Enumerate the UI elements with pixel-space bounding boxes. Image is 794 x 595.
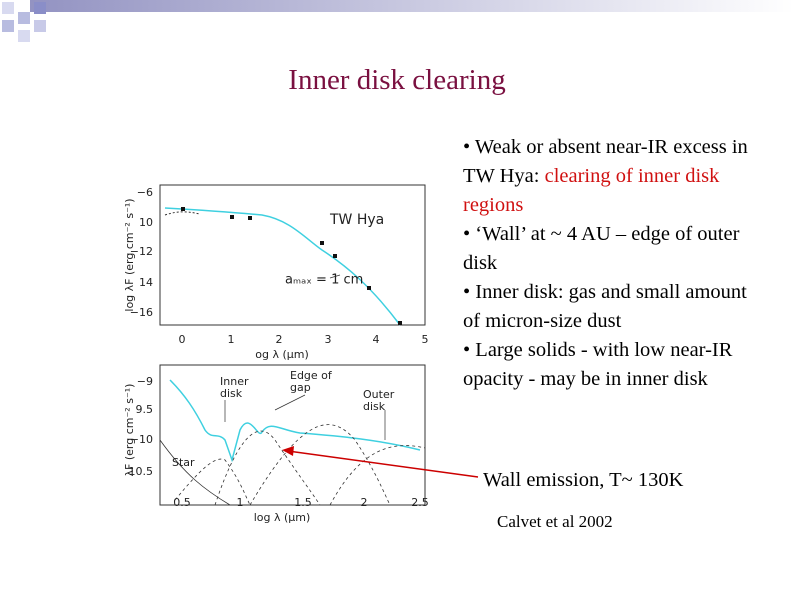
x-tick-label: 5 [422, 333, 429, 346]
y-label: log λF (erg cm⁻² s⁻¹) [123, 198, 136, 311]
arrow [287, 450, 479, 478]
x-tick-label: 4 [373, 333, 380, 346]
y-tick-label: 10 [139, 216, 153, 229]
panel-label: gap [290, 381, 311, 394]
panel-label: Edge of [290, 369, 333, 382]
panel-note: aₘₐₓ = 1 cm [285, 273, 363, 288]
x-tick-label: 1.5 [294, 496, 312, 509]
x-tick-label: 0 [179, 333, 186, 346]
y-tick-label: 14 [139, 276, 153, 289]
y-tick-label: −12 [130, 245, 153, 258]
panel-label: Inner [220, 375, 249, 388]
x-tick-label: 1 [237, 496, 244, 509]
top-bar [30, 0, 794, 12]
corner-squares [2, 2, 46, 42]
top-points [181, 207, 402, 325]
slide-title: Inner disk clearing [288, 64, 506, 96]
x-tick-label: 1 [228, 333, 235, 346]
panel-label: Star [172, 456, 195, 469]
x-tick-label: 3 [325, 333, 332, 346]
x-tick-label: 2 [276, 333, 283, 346]
y-tick-label: −16 [130, 306, 153, 319]
bullet: • Weak or absent near-IR excess in TW Hy… [463, 133, 768, 220]
x-label: log λ (μm) [254, 511, 311, 524]
annotation: Wall emission, T~ 130K [483, 469, 684, 491]
y-tick-label: −6 [137, 186, 153, 199]
y-tick-label: −10 [130, 433, 153, 446]
x-label: og λ (μm) [255, 348, 309, 361]
panel-label: TW Hya [329, 212, 384, 228]
bullet: • Inner disk: gas and small amount of mi… [463, 281, 747, 332]
top-panel [159, 184, 426, 326]
bullet: • Large solids - with low near-IR opacit… [463, 339, 733, 390]
arrow-head [282, 446, 294, 456]
x-tick-label: 2 [361, 496, 368, 509]
panel-label: Outer [363, 388, 395, 401]
y-tick-label: −9 [137, 375, 153, 388]
citation: Calvet et al 2002 [497, 512, 613, 531]
y-tick-label: 10.5 [129, 465, 154, 478]
bullet: • ‘Wall’ at ~ 4 AU – edge of outer disk [463, 223, 740, 274]
panel-label: disk [220, 387, 243, 400]
panel-label: disk [363, 400, 386, 413]
y-tick-label: 9.5 [136, 403, 154, 416]
bullet-highlight: clearing of inner disk regions [463, 165, 720, 216]
bullet-text: • Weak or absent near-IR excess in TW Hy… [463, 136, 748, 187]
x-tick-label: 2.5 [411, 496, 429, 509]
x-tick-label: 0.5 [173, 496, 191, 509]
bullet-list: • Weak or absent near-IR excess in TW Hy… [463, 133, 768, 394]
bottom-panel [159, 364, 426, 506]
y-label: λF (erg cm⁻² s⁻¹) [123, 384, 136, 477]
